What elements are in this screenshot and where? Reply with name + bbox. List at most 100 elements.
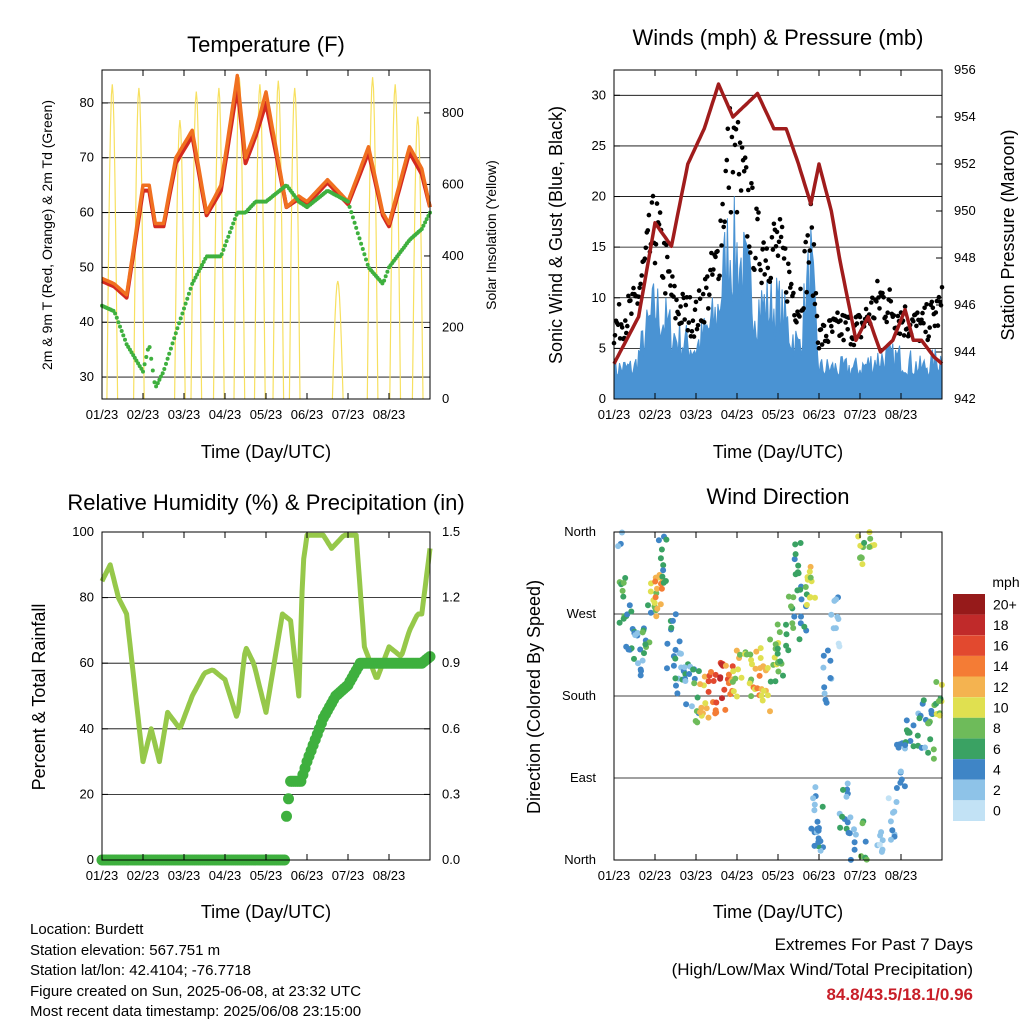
direction-point <box>662 578 669 584</box>
colorbar-swatch <box>953 655 985 677</box>
x-tick-label: 01/23 <box>86 868 119 883</box>
direction-point <box>835 640 842 647</box>
gust-point <box>786 261 791 267</box>
direction-point <box>737 651 743 658</box>
gust-point <box>821 323 827 329</box>
direction-point <box>752 665 759 672</box>
x-tick-label: 02/23 <box>127 868 160 883</box>
x-tick-label: 06/23 <box>803 407 836 422</box>
gust-point <box>679 320 684 326</box>
direction-point <box>780 672 786 679</box>
direction-point <box>672 655 679 662</box>
direction-point <box>790 625 797 631</box>
latlon-text: Station lat/lon: 42.4104; -76.7718 <box>30 962 252 979</box>
colorbar-swatch <box>953 759 985 780</box>
gust-point <box>654 201 660 206</box>
gust-point <box>732 142 738 148</box>
gust-point <box>649 200 655 205</box>
gust-point <box>914 323 919 329</box>
gust-point <box>843 320 848 325</box>
gust-point <box>756 210 761 215</box>
direction-point <box>807 563 814 570</box>
x-tick-label: 01/23 <box>598 868 631 883</box>
direction-point <box>903 717 910 724</box>
direction-point <box>664 665 670 672</box>
gust-point <box>749 181 754 186</box>
dewpoint-point <box>349 210 354 215</box>
gust-point <box>616 302 622 307</box>
direction-point <box>620 593 627 600</box>
direction-point <box>928 707 935 714</box>
gust-point <box>938 302 944 308</box>
dewpoint-point <box>232 217 237 222</box>
colorbar-label: 4 <box>993 761 1001 777</box>
gust-point <box>664 242 669 248</box>
temperature-xlabel: Time (Day/UTC) <box>201 442 331 462</box>
direction-point <box>887 818 894 825</box>
gust-point <box>687 295 693 300</box>
gust-point <box>761 240 766 245</box>
direction-point <box>840 786 846 793</box>
colorbar-swatch <box>953 800 985 821</box>
direction-point <box>821 690 828 697</box>
direction-point <box>738 674 745 681</box>
direction-point <box>764 665 771 671</box>
y2-tick-label: 1.2 <box>442 590 460 605</box>
direction-point <box>695 668 702 675</box>
x-tick-label: 03/23 <box>680 407 713 422</box>
direction-point <box>927 736 934 743</box>
direction-point <box>733 647 740 654</box>
station-info: Location: Burdett Station elevation: 567… <box>30 920 361 1023</box>
gust-point <box>694 326 700 332</box>
gust-point <box>887 287 892 292</box>
direction-point <box>851 826 857 833</box>
gust-point <box>689 329 695 334</box>
winds-panel: Winds (mph) & Pressure (mb) 0 5 10 15 20 25 30… <box>546 25 1018 462</box>
dewpoint-point <box>198 266 203 271</box>
gust-point <box>657 210 663 215</box>
dewpoint-point <box>350 215 355 220</box>
direction-point <box>914 732 921 739</box>
direction-point <box>798 596 805 603</box>
direction-point <box>719 695 725 702</box>
direction-point <box>660 567 667 574</box>
y-tick-label: 0 <box>599 391 606 406</box>
direction-point <box>802 584 809 590</box>
gust-point <box>745 234 750 239</box>
dewpoint-point <box>193 275 198 280</box>
gust-point <box>733 126 739 132</box>
direction-point <box>702 700 709 707</box>
dewpoint-point <box>226 234 231 239</box>
y-tick-label: 40 <box>80 314 94 329</box>
direction-point <box>730 688 737 695</box>
gust-point <box>668 283 673 288</box>
plot-background <box>102 70 430 399</box>
gust-point <box>926 334 931 339</box>
direction-point <box>713 709 720 716</box>
y-tick-label: 30 <box>592 87 606 102</box>
gust-point <box>911 318 916 324</box>
dewpoint-point <box>142 362 147 367</box>
direction-point <box>820 652 827 659</box>
direction-point <box>686 671 693 677</box>
gust-point <box>706 306 711 311</box>
rh-series <box>99 532 433 765</box>
direction-point <box>775 668 782 675</box>
direction-point <box>721 686 728 693</box>
dewpoint-point <box>177 321 182 326</box>
gust-point <box>768 275 774 281</box>
gust-point <box>643 245 649 251</box>
direction-point <box>767 708 773 715</box>
direction-point <box>757 655 764 661</box>
gust-point <box>704 285 709 291</box>
direction-point <box>812 784 819 791</box>
dewpoint-point <box>154 384 159 389</box>
gust-point <box>936 294 942 300</box>
gust-point <box>754 206 759 212</box>
extremes-heading: Extremes For Past 7 Days <box>774 935 973 954</box>
dewpoint-point <box>147 345 152 350</box>
gust-point <box>891 313 897 318</box>
gust-point <box>652 260 658 266</box>
colorbar-swatch <box>953 697 985 718</box>
gust-point <box>720 201 725 207</box>
